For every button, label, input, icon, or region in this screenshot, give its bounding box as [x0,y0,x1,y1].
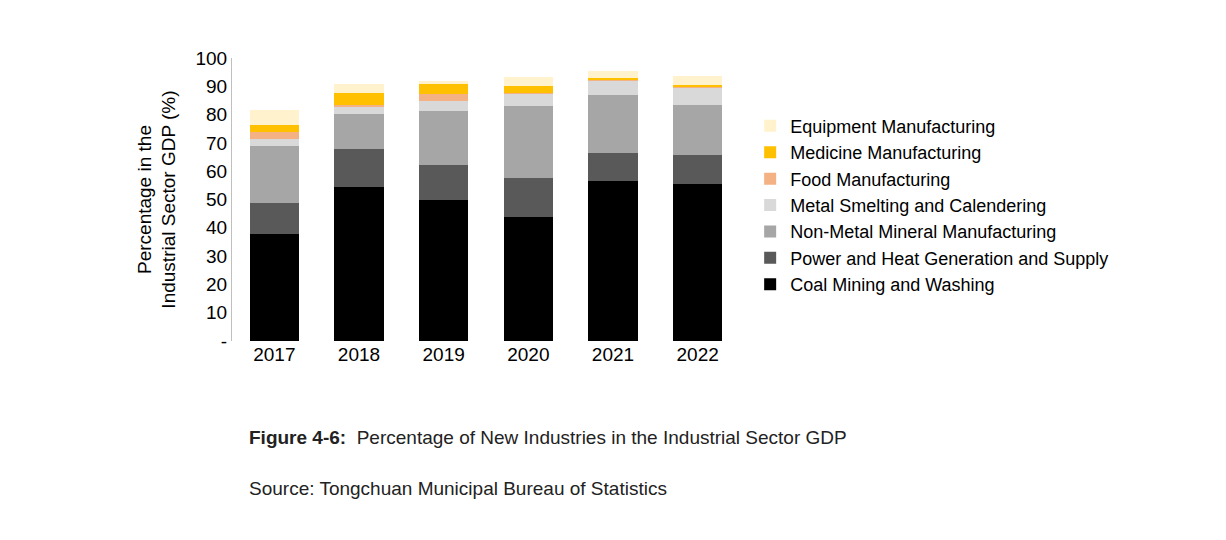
svg-text:2018: 2018 [338,344,380,365]
svg-text:Metal Smelting and Calendering: Metal Smelting and Calendering [790,196,1046,216]
svg-text:100: 100 [195,48,227,69]
svg-text:2019: 2019 [423,344,465,365]
svg-text:Power and Heat Generation and: Power and Heat Generation and Supply [790,249,1108,269]
svg-text:50: 50 [206,189,227,210]
svg-text:70: 70 [206,133,227,154]
svg-text:90: 90 [206,76,227,97]
svg-text:30: 30 [206,246,227,267]
svg-text:Source: Tongchuan Municipal Bu: Source: Tongchuan Municipal Bureau of St… [249,478,667,499]
svg-text:Coal Mining and Washing: Coal Mining and Washing [790,275,994,295]
svg-text:20: 20 [206,274,227,295]
svg-text:Non-Metal Mineral Manufacturin: Non-Metal Mineral Manufacturing [790,222,1056,242]
svg-text:Percentage in theIndustrial Se: Percentage in theIndustrial Sector GDP (… [134,90,180,308]
svg-text:2022: 2022 [677,344,719,365]
svg-text:10: 10 [206,302,227,323]
svg-text:Medicine Manufacturing: Medicine Manufacturing [790,143,981,163]
svg-text:2017: 2017 [253,344,295,365]
svg-text:80: 80 [206,104,227,125]
svg-text:60: 60 [206,161,227,182]
svg-text:Food Manufacturing: Food Manufacturing [790,170,950,190]
svg-text:40: 40 [206,217,227,238]
svg-text:Equipment Manufacturing: Equipment Manufacturing [790,117,995,137]
svg-text:2020: 2020 [507,344,549,365]
svg-text:2021: 2021 [592,344,634,365]
svg-text:Figure 4-6: Percentage of New: Figure 4-6: Percentage of New Industries… [249,427,847,448]
svg-text:-: - [221,331,227,352]
